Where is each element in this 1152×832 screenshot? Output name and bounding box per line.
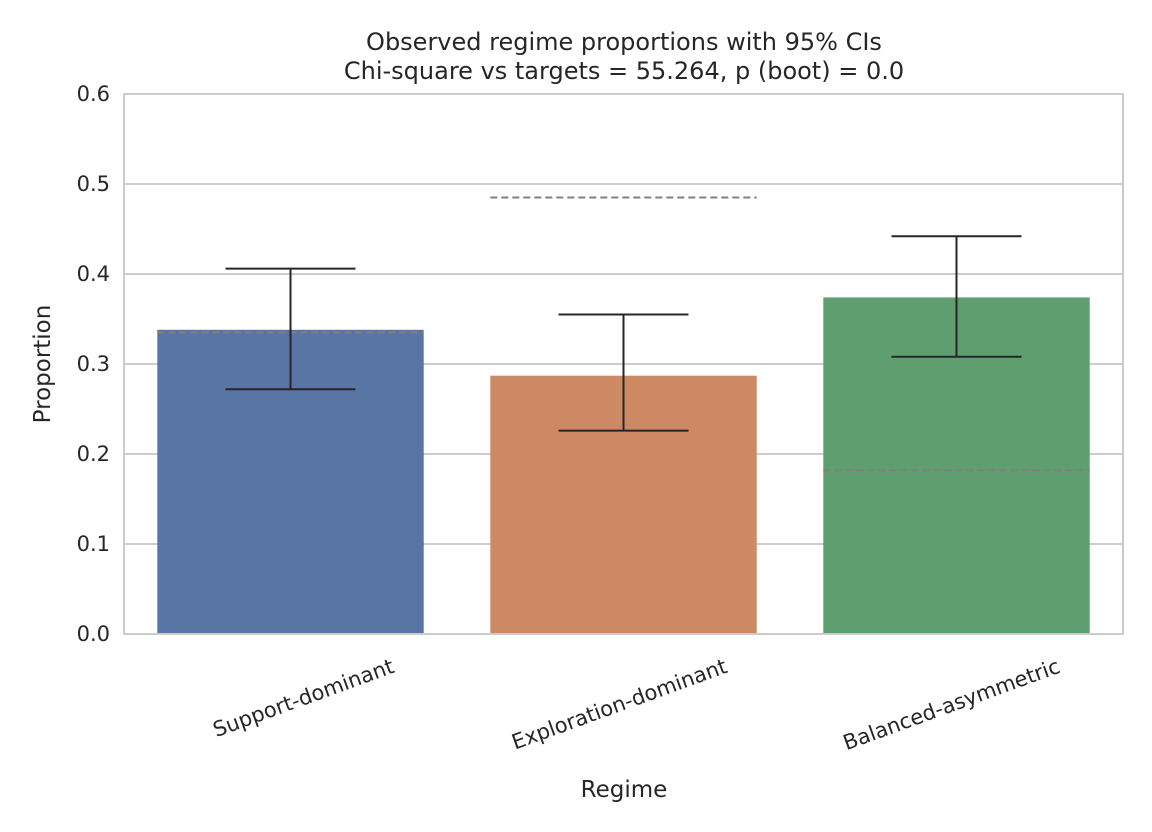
chart-title: Observed regime proportions with 95% CIs bbox=[366, 28, 882, 56]
x-axis-label: Regime bbox=[581, 777, 668, 803]
error-bars bbox=[225, 235, 1022, 432]
x-tick-label: Balanced-asymmetric bbox=[840, 654, 1063, 755]
chart-subtitle: Chi-square vs targets = 55.264, p (boot)… bbox=[344, 57, 904, 85]
x-tick-labels: Support-dominant Exploration-dominant Bala… bbox=[210, 654, 1063, 755]
y-axis-label: Proportion bbox=[30, 305, 56, 424]
y-tick-labels: 0.0 0.1 0.2 0.3 0.4 0.5 0.6 bbox=[77, 82, 110, 646]
y-tick-label: 0.0 bbox=[77, 622, 110, 646]
plot-frame bbox=[123, 93, 1124, 635]
y-tick-label: 0.5 bbox=[77, 172, 110, 196]
y-tick-label: 0.2 bbox=[77, 442, 110, 466]
y-tick-label: 0.6 bbox=[77, 82, 110, 106]
y-tick-label: 0.1 bbox=[77, 532, 110, 556]
y-tick-label: 0.4 bbox=[77, 262, 110, 286]
x-tick-label: Support-dominant bbox=[210, 654, 397, 742]
x-tick-label: Exploration-dominant bbox=[508, 654, 730, 754]
y-tick-label: 0.3 bbox=[77, 352, 110, 376]
